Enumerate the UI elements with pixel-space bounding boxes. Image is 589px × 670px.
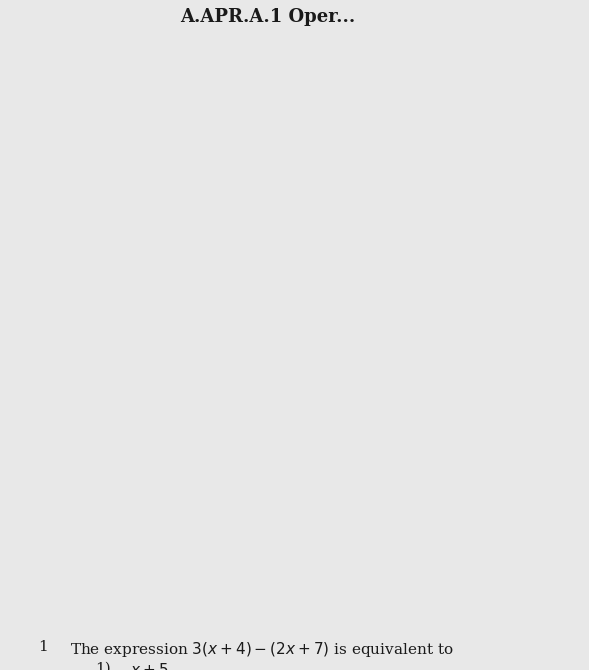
Text: $x+5$: $x+5$: [130, 662, 168, 670]
Text: A.APR.A.1 Oper...: A.APR.A.1 Oper...: [180, 8, 355, 26]
Text: 1): 1): [95, 662, 111, 670]
Text: 1: 1: [38, 640, 48, 654]
Text: The expression $3(x+4)-(2x+7)$ is equivalent to: The expression $3(x+4)-(2x+7)$ is equiva…: [70, 640, 454, 659]
